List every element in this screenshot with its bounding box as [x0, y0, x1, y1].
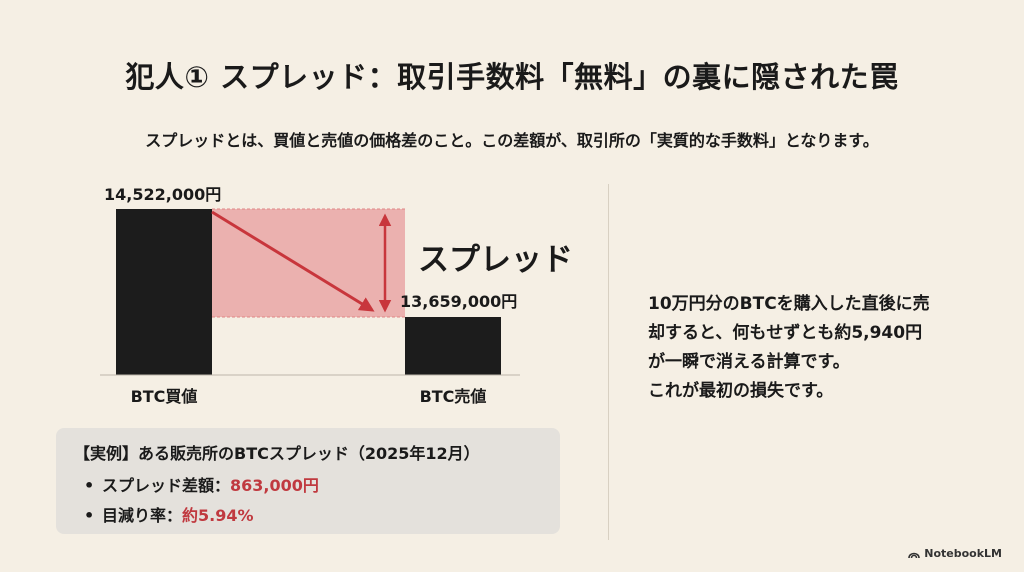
- sell-axis-label: BTC売値: [420, 387, 487, 406]
- example-item-label: 目減り率：: [102, 506, 183, 525]
- explanation-line: 却すると、何もせずとも約5,940円: [648, 323, 923, 343]
- example-item-label: スプレッド差額：: [102, 476, 231, 495]
- buy-price-label: 14,522,000円: [104, 185, 221, 204]
- example-item-spread: • スプレッド差額： 863,000円: [84, 472, 319, 496]
- diagonal-arrow: [211, 210, 375, 312]
- sell-bar: [405, 317, 501, 375]
- bullet-icon: •: [84, 476, 95, 495]
- example-box: 【実例】ある販売所のBTCスプレッド（2025年12月） • スプレッド差額： …: [56, 428, 560, 534]
- sell-price-label: 13,659,000円: [400, 292, 517, 311]
- explanation-line: 10万円分のBTCを購入した直後に売: [648, 294, 930, 314]
- example-item-value: 約5.94%: [182, 506, 254, 525]
- explanation-line: が一瞬で消える計算です。: [648, 352, 850, 372]
- page-title: 犯人① スプレッド：取引手数料「無料」の裏に隠された罠: [125, 60, 899, 94]
- brand-watermark: NotebookLM: [908, 547, 1002, 560]
- bullet-icon: •: [84, 506, 95, 525]
- buy-bar: [116, 209, 212, 375]
- explanation-line: これが最初の損失です。: [648, 381, 834, 401]
- example-title: 【実例】ある販売所のBTCスプレッド（2025年12月）: [74, 444, 480, 463]
- brand-name: NotebookLM: [924, 547, 1002, 560]
- notebooklm-icon: [908, 552, 921, 558]
- spread-label: スプレッド: [418, 242, 573, 278]
- spread-region: [212, 209, 405, 317]
- example-item-value: 863,000円: [230, 476, 319, 495]
- spread-diagram: 14,522,000円 13,659,000円 スプレッド BTC買値 BTC売…: [100, 185, 573, 406]
- column-divider: [608, 184, 609, 540]
- page-subtitle: スプレッドとは、買値と売値の価格差のこと。この差額が、取引所の「実質的な手数料」…: [145, 131, 879, 150]
- example-item-reduction: • 目減り率： 約5.94%: [84, 502, 254, 526]
- buy-axis-label: BTC買値: [131, 387, 198, 406]
- explanation-text: 10万円分のBTCを購入した直後に売 却すると、何もせずとも約5,940円 が一…: [648, 290, 978, 406]
